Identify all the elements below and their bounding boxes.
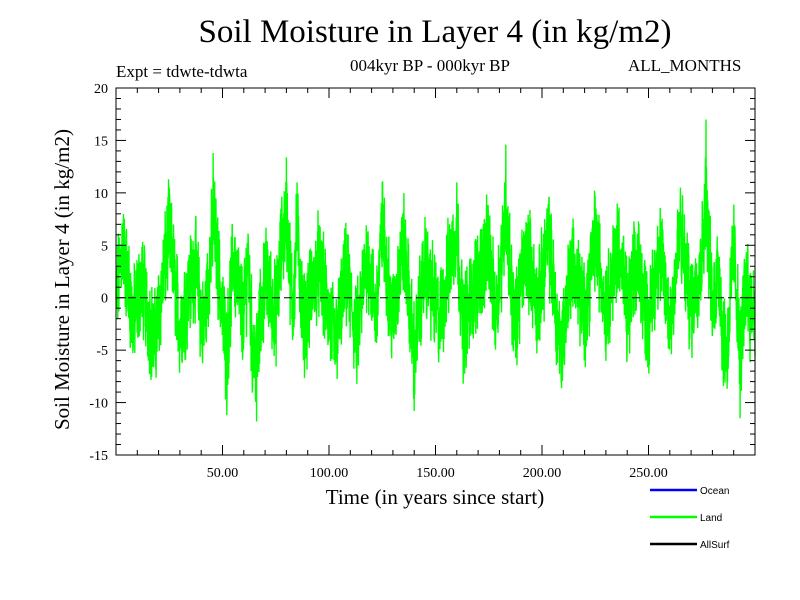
y-tick-label: 0 [101,292,108,307]
y-tick-label: 15 [94,134,108,149]
y-tick-label: 20 [94,82,108,97]
y-tick-label: 10 [94,187,108,202]
y-tick-label: 5 [101,239,108,254]
x-tick-label: 150.00 [416,466,455,481]
y-tick-label: -5 [96,344,108,359]
y-tick-label: -10 [89,397,108,412]
period-label: 004kyr BP - 000kyr BP [350,56,510,75]
x-tick-label: 200.00 [523,466,562,481]
x-tick-label: 250.00 [629,466,668,481]
y-tick-label: -15 [89,449,108,464]
x-tick-label: 100.00 [310,466,349,481]
legend-label-allsurf: AllSurf [700,540,730,551]
x-tick-label: 50.00 [207,466,239,481]
series-line-land [115,119,756,422]
legend-label-land: Land [700,513,722,524]
experiment-label: Expt = tdwte-tdwta [116,62,248,81]
x-axis-label: Time (in years since start) [325,485,545,509]
chart-title: Soil Moisture in Layer 4 (in kg/m2) [198,14,672,50]
months-label: ALL_MONTHS [628,56,742,75]
legend-label-ocean: Ocean [700,486,729,497]
